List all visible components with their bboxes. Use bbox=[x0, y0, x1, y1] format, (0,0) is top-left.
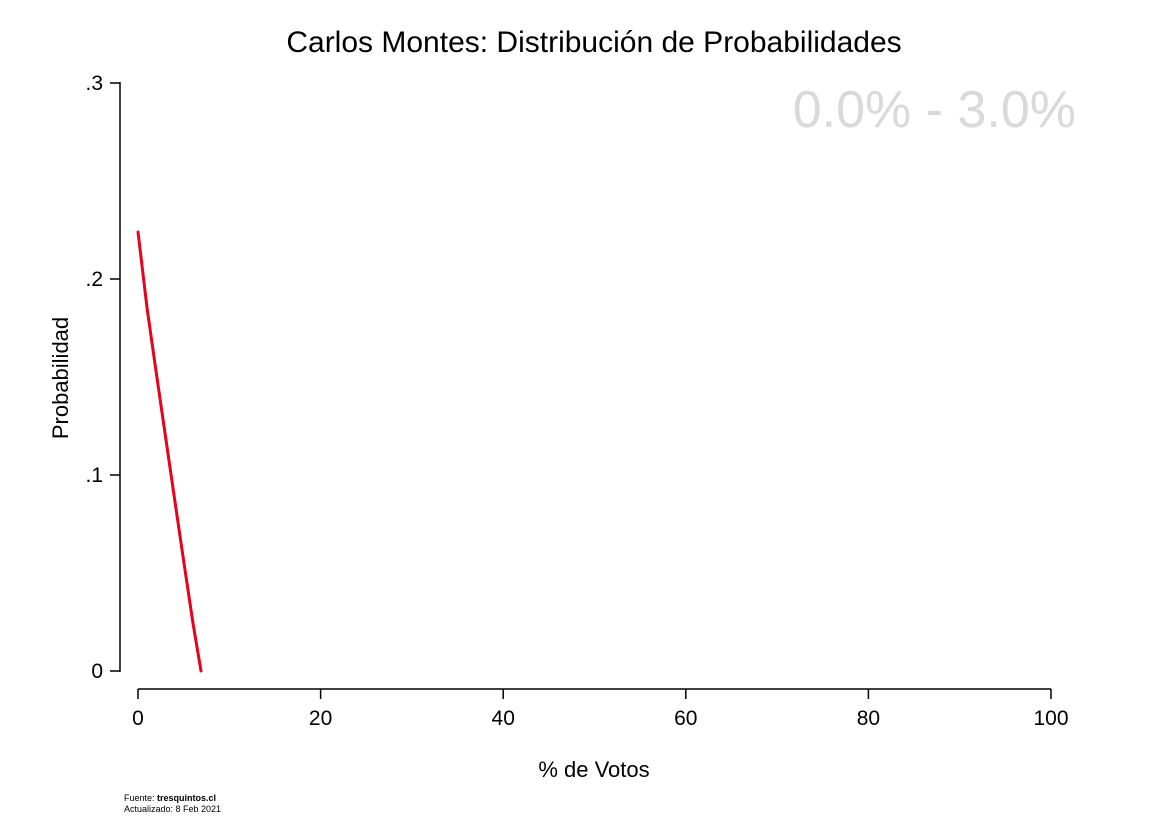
x-tick-label: 80 bbox=[857, 707, 880, 730]
y-tick-label: .3 bbox=[85, 72, 103, 95]
range-annotation: 0.0% - 3.0% bbox=[793, 81, 1076, 139]
x-axis-label: % de Votos bbox=[538, 757, 649, 782]
source-link[interactable]: tresquintos.cl bbox=[157, 793, 217, 803]
x-tick-label: 40 bbox=[492, 707, 515, 730]
y-tick-label: .1 bbox=[85, 464, 103, 487]
series-line bbox=[136, 230, 203, 673]
x-tick-label: 100 bbox=[1033, 707, 1068, 730]
series-layer bbox=[136, 230, 203, 673]
y-tick-label: .2 bbox=[85, 268, 103, 291]
source-label: Fuente: bbox=[124, 793, 155, 803]
x-tick-label: 20 bbox=[309, 707, 332, 730]
x-tick-label: 60 bbox=[674, 707, 697, 730]
x-ticks: 0 20 40 60 80 100 bbox=[132, 689, 1069, 730]
chart-title: Carlos Montes: Distribución de Probabili… bbox=[286, 26, 901, 59]
updated-text: Actualizado: 8 Feb 2021 bbox=[124, 804, 222, 814]
y-ticks: 0 .1 .2 .3 bbox=[85, 72, 120, 683]
y-tick-label: 0 bbox=[91, 660, 103, 683]
x-tick-label: 0 bbox=[132, 707, 144, 730]
source-line: Fuente: tresquintos.cl bbox=[124, 793, 221, 804]
y-axis-label: Probabilidad bbox=[48, 317, 73, 439]
footer: Fuente: tresquintos.cl Actualizado: 8 Fe… bbox=[124, 793, 221, 815]
